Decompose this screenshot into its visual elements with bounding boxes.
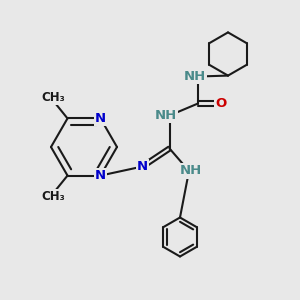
Text: N: N xyxy=(95,112,106,125)
Text: NH: NH xyxy=(184,70,206,83)
Text: N: N xyxy=(95,169,106,182)
Text: O: O xyxy=(215,97,226,110)
Text: CH₃: CH₃ xyxy=(41,91,65,104)
Text: CH₃: CH₃ xyxy=(41,190,65,203)
Text: N: N xyxy=(137,160,148,173)
Text: NH: NH xyxy=(155,109,177,122)
Text: NH: NH xyxy=(179,164,202,178)
